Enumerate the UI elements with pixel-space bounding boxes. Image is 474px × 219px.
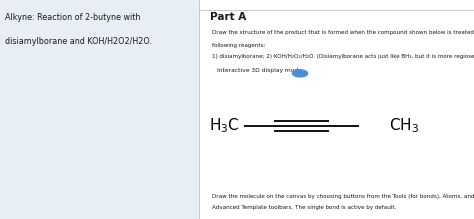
Text: Alkyne: Reaction of 2-butyne with: Alkyne: Reaction of 2-butyne with (5, 13, 140, 22)
Text: H$_3$C: H$_3$C (209, 117, 239, 135)
Bar (0, 0, 199, 219)
Text: Advanced Template toolbars. The single bond is active by default.: Advanced Template toolbars. The single b… (212, 205, 397, 210)
Text: Interactive 3D display mode: Interactive 3D display mode (217, 68, 302, 73)
Text: i: i (299, 71, 301, 76)
Text: CH$_3$: CH$_3$ (389, 117, 419, 135)
Text: Draw the molecule on the canvas by choosing buttons from the Tools (for bonds), : Draw the molecule on the canvas by choos… (212, 194, 474, 199)
Text: following reagents:: following reagents: (212, 43, 266, 48)
Circle shape (292, 70, 308, 77)
Text: 1) disiamylborane; 2) KOH/H₂O₂/H₂O. (Disiamylborane acts just like BH₃, but it i: 1) disiamylborane; 2) KOH/H₂O₂/H₂O. (Dis… (212, 54, 474, 59)
Text: Part A: Part A (210, 12, 246, 22)
Text: Draw the structure of the product that is formed when the compound shown below i: Draw the structure of the product that i… (212, 30, 474, 35)
Text: disiamylborane and KOH/H2O2/H2O.: disiamylborane and KOH/H2O2/H2O. (5, 37, 152, 46)
